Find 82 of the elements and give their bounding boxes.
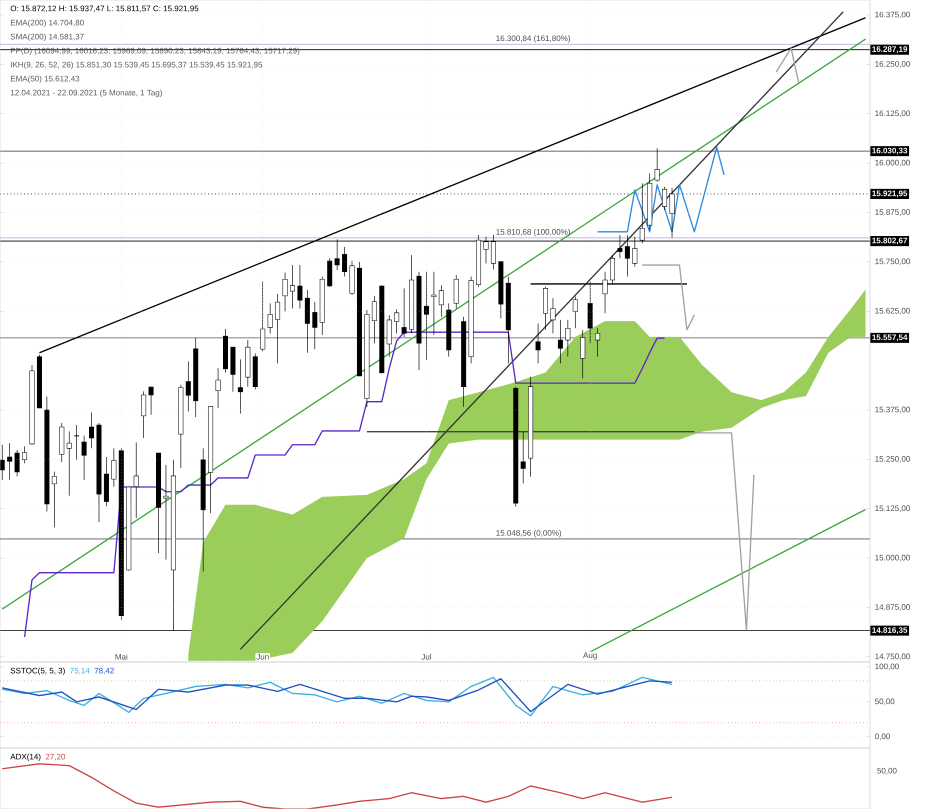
text: O: 15.872,12 H: 15.937,47 L: 15.811,57 C: 15.921,95: [10, 6, 198, 12]
candlestick: [260, 281, 266, 352]
candlestick: [268, 303, 273, 334]
y-tick-label: 15.250,00: [875, 456, 910, 463]
candlestick: [111, 448, 116, 487]
ref-line-label: 16.287,19: [872, 46, 908, 54]
y-tick-label: 16.125,00: [875, 110, 910, 118]
y-tick-label: 15.125,00: [875, 505, 910, 512]
ref-line-label: 15.802,67: [872, 238, 908, 244]
series-label: 27,20: [46, 754, 66, 760]
candlestick: [536, 323, 541, 364]
candlestick: [402, 288, 407, 338]
y-tick-label: 50,00: [875, 698, 894, 706]
ref-line-label: 16.030,33: [872, 148, 908, 155]
candlestick: [52, 471, 57, 528]
candlestick: [550, 298, 556, 334]
candlestick: [662, 186, 668, 210]
candlestick: [134, 442, 139, 519]
text: 75,14: [70, 668, 90, 674]
text: 78,42: [94, 668, 114, 674]
y-tick-label: 16.000,00: [875, 160, 910, 166]
y-tick-label: 0,00: [875, 733, 890, 740]
annotation: 15.048,56 (0,00%): [496, 530, 562, 538]
candlestick: [275, 294, 280, 364]
candlestick: [372, 295, 377, 344]
x-tick-label: Jun: [256, 654, 269, 660]
annotation: 12.04.2021 - 22.09.2021 (5 Monate, 1 Tag): [10, 90, 162, 98]
candlestick: [558, 320, 563, 364]
annotation: EMA(200) 14.704,80: [10, 20, 84, 28]
y-tick-label: 15.375,00: [875, 406, 910, 414]
x-tick-label: Mai: [116, 654, 128, 660]
candlestick: [342, 246, 348, 277]
candlestick: [163, 464, 168, 560]
y-tick-label: 15.750,00: [875, 258, 910, 266]
candlestick: [520, 431, 526, 484]
y-tick-label: 16.250,00: [875, 61, 910, 68]
candlestick: [82, 435, 87, 480]
x-tick-label: Aug: [583, 652, 597, 660]
y-tick-label: 16.375,00: [875, 12, 910, 18]
candlestick: [572, 296, 578, 329]
ref-line-label: 14.816,35: [872, 627, 908, 634]
annotation: SMA(200) 14.581,37: [10, 34, 84, 42]
y-tick-label: 14.875,00: [875, 604, 910, 611]
candlestick: [312, 301, 318, 350]
candlestick: [290, 264, 295, 309]
annotation: 15.810,68 (100,00%): [496, 228, 570, 236]
candlestick: [282, 272, 288, 312]
candlestick: [424, 271, 429, 360]
annotation: 16.300,84 (161,80%): [496, 35, 570, 43]
candlestick: [595, 328, 600, 357]
candlestick: [148, 386, 154, 416]
candlestick: [565, 320, 570, 357]
candlestick: [394, 308, 400, 334]
line-series: [596, 146, 725, 233]
annotation: IKH(9, 26, 52, 26) 15.851,30 15.539,45 15.695,37 15.539,45 15.921,95: [11, 62, 262, 70]
ref-line-label: 15.921,95: [872, 190, 908, 198]
annotation: EMA(50) 15.612,43: [10, 76, 80, 84]
candlestick: [0, 444, 5, 480]
candlestick: [66, 430, 72, 496]
candlestick: [431, 271, 436, 336]
text: SSTOC(5, 5, 3): [10, 668, 65, 676]
candlestick: [654, 148, 660, 182]
y-tick-label: 15.000,00: [875, 554, 910, 562]
candlestick: [22, 446, 28, 464]
y-tick-label: 100,00: [875, 664, 899, 670]
candlestick: [580, 329, 586, 379]
y-tick-label: 14.750,00: [875, 654, 910, 660]
candlestick: [141, 391, 146, 438]
candlestick: [297, 264, 302, 309]
candlestick: [74, 424, 80, 460]
candlestick: [89, 412, 94, 449]
ref-line-label: 15.557,54: [872, 334, 908, 342]
candlestick: [186, 361, 191, 412]
candlestick: [438, 284, 444, 318]
candlestick: [238, 359, 243, 414]
candlestick: [7, 442, 12, 480]
x-tick-label: Jul: [421, 654, 432, 660]
y-tick-label: 15.625,00: [875, 308, 910, 315]
y-tick-label: 15.875,00: [875, 209, 910, 216]
chart-title: ADX(14): [10, 754, 40, 762]
candlestick: [14, 450, 20, 477]
candlestick: [216, 368, 221, 408]
